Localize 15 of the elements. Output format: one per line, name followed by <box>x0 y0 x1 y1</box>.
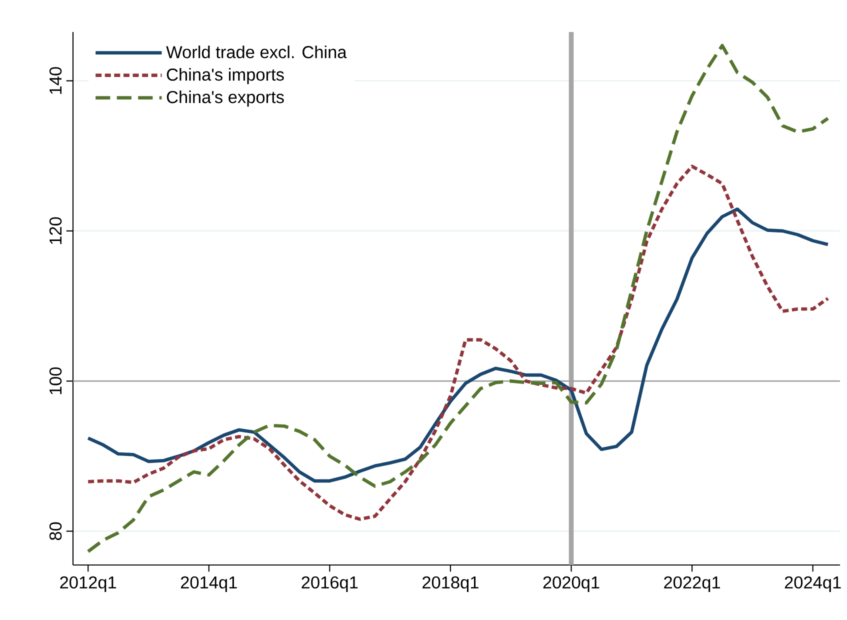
legend-label: China's exports <box>166 90 284 107</box>
y-tick-label: 120 <box>49 217 62 244</box>
x-tick-label: 2024q1 <box>784 576 841 592</box>
y-tick-label: 140 <box>49 67 62 94</box>
line-series <box>86 208 830 483</box>
legend-label: World trade excl. China <box>166 46 347 58</box>
y-tick-label: 80 <box>49 522 62 540</box>
x-tick-label: 2016q1 <box>302 576 358 592</box>
x-tick-label: 2022q1 <box>664 576 720 592</box>
x-tick-label: 2014q1 <box>180 576 237 592</box>
x-tick-label: 2018q1 <box>422 576 478 592</box>
legend-label: China's imports <box>166 68 284 84</box>
y-tick-label: 100 <box>49 367 62 394</box>
x-tick-label: 2012q1 <box>60 576 116 592</box>
x-tick-label: 2020q1 <box>543 576 600 592</box>
